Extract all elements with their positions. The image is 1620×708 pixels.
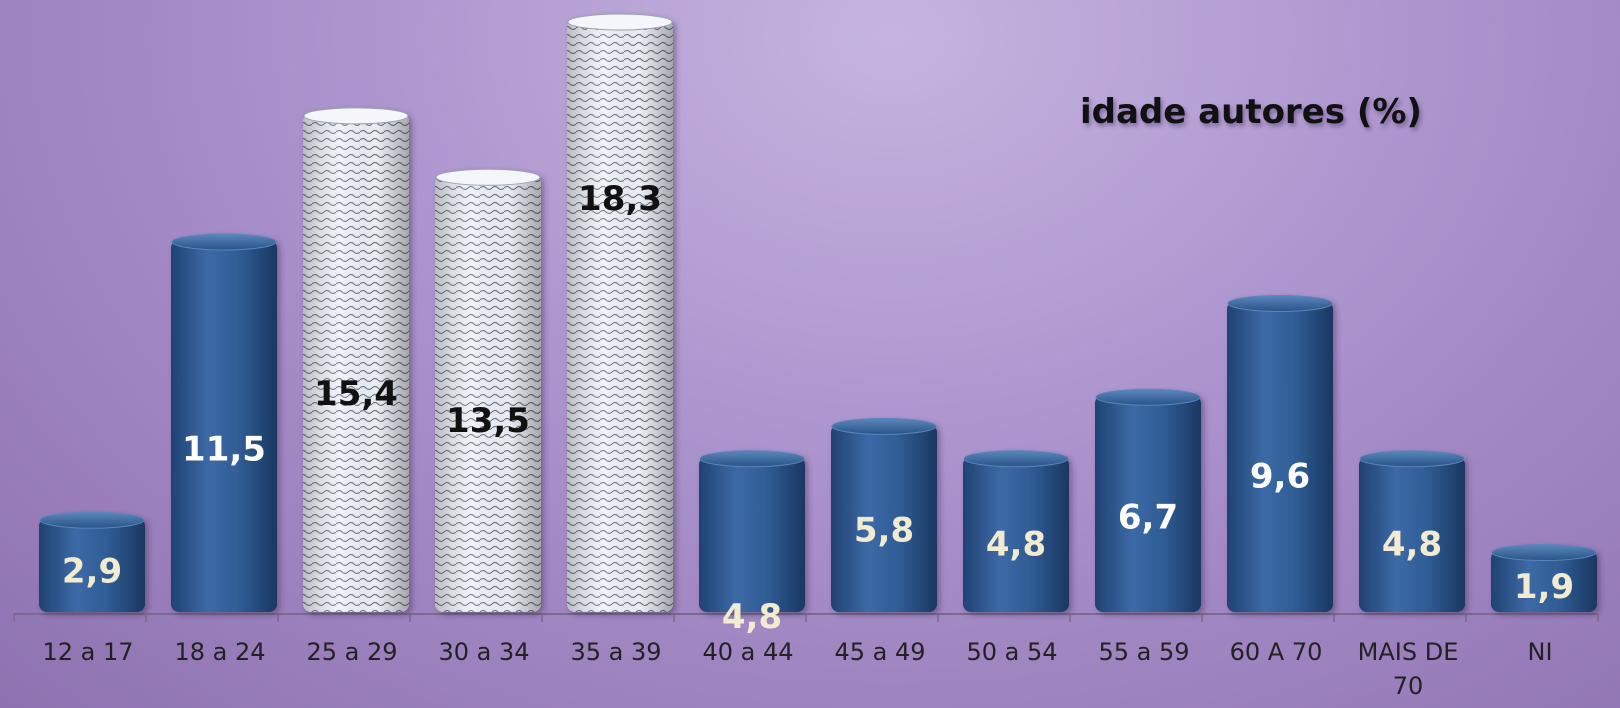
bar-value-label: 4,8 (722, 597, 782, 637)
bar-body (1227, 301, 1333, 612)
bar-top-cap (435, 168, 541, 186)
x-tick-label: NI (1527, 638, 1552, 666)
bar (435, 168, 541, 612)
x-tick-label: 60 A 70 (1230, 638, 1323, 666)
bar-value-label: 6,7 (1118, 498, 1178, 538)
bar-body (1359, 456, 1465, 612)
bar-top-cap (567, 13, 673, 31)
x-tick-label: 12 a 17 (42, 638, 133, 666)
bar (567, 13, 673, 612)
bar-value-label: 4,8 (1382, 525, 1442, 565)
bar-top-cap (699, 450, 805, 468)
bar-shading (303, 113, 409, 612)
bar-body (963, 456, 1069, 612)
bar-top-cap (303, 107, 409, 125)
bar-body (171, 239, 277, 612)
x-tick-label: 45 a 49 (834, 638, 925, 666)
bar-value-label: 11,5 (182, 429, 266, 469)
bar-value-label: 1,9 (1514, 567, 1574, 607)
bar-shading (435, 175, 541, 612)
bar-body (1491, 550, 1597, 612)
bar-top-cap (963, 450, 1069, 468)
bar (1491, 544, 1597, 612)
bar-shading (567, 20, 673, 612)
bar-value-label: 9,6 (1250, 456, 1310, 496)
plot-area: 2,9 12 a 17 11,5 18 a 24 15,4 25 a 29 13,5 30 a… (13, 13, 1599, 700)
bar-top-cap (1491, 544, 1597, 562)
bar-value-label: 15,4 (314, 374, 398, 414)
bar (171, 233, 277, 612)
bar-value-label: 4,8 (986, 525, 1046, 565)
x-tick-label: 40 a 44 (702, 638, 793, 666)
bar (1359, 450, 1465, 612)
bar-value-label: 18,3 (578, 179, 662, 219)
bar-top-cap (171, 233, 277, 251)
bar-body (39, 518, 145, 612)
x-tick-label: 55 a 59 (1098, 638, 1189, 666)
bar-top-cap (1095, 388, 1201, 406)
x-tick-label: 25 a 29 (306, 638, 397, 666)
bar (1227, 294, 1333, 612)
bar-top-cap (831, 417, 937, 435)
bar (699, 450, 805, 612)
bar-body (1095, 395, 1201, 612)
bar-top-cap (1359, 450, 1465, 468)
x-tick-label: 35 a 39 (570, 638, 661, 666)
x-tick-label: MAIS DE (1358, 638, 1459, 666)
x-tick-label: 70 (1393, 672, 1424, 700)
x-tick-label: 30 a 34 (438, 638, 529, 666)
bar (831, 417, 937, 612)
bar (303, 107, 409, 612)
bar-value-label: 5,8 (854, 510, 914, 550)
bar-value-label: 2,9 (62, 552, 122, 592)
bar (1095, 388, 1201, 612)
bar (39, 511, 145, 612)
bar-value-label: 13,5 (446, 401, 530, 441)
chart-title: idade autores (%) (1080, 92, 1422, 132)
x-tick-label: 50 a 54 (966, 638, 1057, 666)
bar-body (699, 456, 805, 612)
x-tick-label: 18 a 24 (174, 638, 265, 666)
bar (963, 450, 1069, 612)
bar-top-cap (39, 511, 145, 529)
bar-top-cap (1227, 294, 1333, 312)
bar-body (831, 424, 937, 612)
